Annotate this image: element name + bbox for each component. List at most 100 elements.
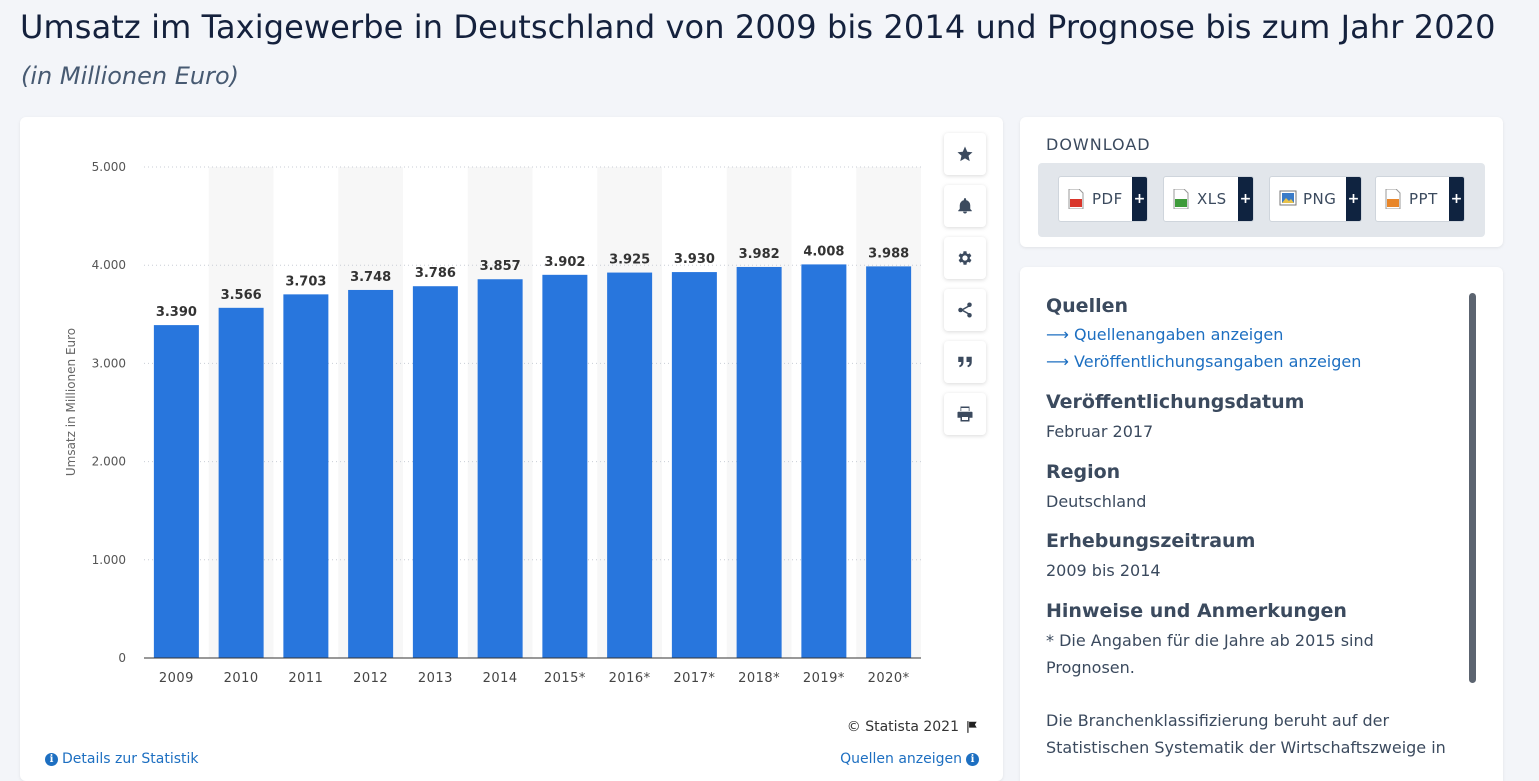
bar[interactable] bbox=[607, 272, 653, 658]
survey-period-value: 2009 bis 2014 bbox=[1046, 561, 1161, 580]
bar[interactable] bbox=[866, 266, 912, 658]
bell-icon bbox=[958, 198, 972, 214]
print-icon bbox=[957, 406, 973, 422]
x-tick-label: 2012 bbox=[353, 671, 388, 686]
settings-button[interactable] bbox=[944, 237, 986, 279]
notes-heading: Hinweise und Anmerkungen bbox=[1046, 600, 1347, 622]
download-bar: PDF + XLS + PNG + PPT + bbox=[1038, 163, 1485, 237]
download-png-label: PNG bbox=[1303, 190, 1337, 208]
data-label: 3.390 bbox=[156, 305, 197, 320]
info-icon: i bbox=[966, 752, 979, 766]
data-label: 3.988 bbox=[868, 246, 909, 261]
share-button[interactable] bbox=[944, 289, 986, 331]
bar-chart: 3.390 3.566 3.703 3.748 3.786 3.857 3.902 3.925… bbox=[64, 160, 921, 686]
x-tick-label: 2020* bbox=[868, 671, 910, 686]
quote-icon bbox=[958, 356, 972, 368]
bar[interactable] bbox=[801, 264, 847, 658]
scrollbar[interactable] bbox=[1469, 293, 1476, 683]
x-tick-label: 2018* bbox=[738, 671, 780, 686]
sources-heading: Quellen bbox=[1046, 295, 1129, 317]
arrow-right-icon: ⟶ bbox=[1046, 352, 1069, 371]
bar[interactable] bbox=[542, 274, 588, 658]
bar[interactable] bbox=[153, 325, 199, 658]
bar[interactable] bbox=[477, 279, 523, 658]
notes-text-2: Die Branchenklassifizierung beruht auf d… bbox=[1046, 711, 1446, 757]
pdf-file-icon bbox=[1068, 188, 1084, 210]
data-label: 3.857 bbox=[480, 259, 521, 274]
download-ppt-button[interactable]: PPT + bbox=[1375, 176, 1465, 222]
png-file-icon bbox=[1279, 189, 1297, 209]
y-tick-label: 2.000 bbox=[92, 455, 126, 469]
x-tick-label: 2019* bbox=[803, 671, 845, 686]
chart-card: 3.390 3.566 3.703 3.748 3.786 3.857 3.902 3.925… bbox=[20, 117, 1003, 781]
xls-file-icon bbox=[1173, 188, 1189, 210]
page-title: Umsatz im Taxigewerbe in Deutschland von… bbox=[20, 8, 1496, 46]
download-panel: DOWNLOAD PDF + XLS + PNG + P bbox=[1020, 117, 1503, 247]
x-tick-label: 2009 bbox=[159, 671, 194, 686]
bar[interactable] bbox=[218, 307, 264, 658]
x-tick-label: 2011 bbox=[288, 671, 323, 686]
info-panel: Quellen ⟶ Quellenangaben anzeigen ⟶ Verö… bbox=[1020, 267, 1503, 781]
publication-details-label: Veröffentlichungsangaben anzeigen bbox=[1074, 352, 1362, 371]
notes-text: * Die Angaben für die Jahre ab 2015 sind… bbox=[1046, 631, 1374, 677]
survey-period-heading: Erhebungszeitraum bbox=[1046, 530, 1256, 552]
page-subtitle: (in Millionen Euro) bbox=[21, 62, 240, 90]
y-tick-label: 0 bbox=[118, 651, 126, 665]
download-png-button[interactable]: PNG + bbox=[1269, 176, 1362, 222]
x-tick-label: 2010 bbox=[224, 671, 259, 686]
x-tick-label: 2015* bbox=[544, 671, 586, 686]
notification-button[interactable] bbox=[944, 185, 986, 227]
download-pdf-label: PDF bbox=[1092, 190, 1123, 208]
region-value: Deutschland bbox=[1046, 492, 1147, 511]
publication-date-value: Februar 2017 bbox=[1046, 422, 1154, 441]
sources-link-label: Quellen anzeigen bbox=[840, 751, 962, 767]
bar[interactable] bbox=[283, 294, 329, 658]
share-icon bbox=[958, 302, 972, 318]
gear-icon bbox=[958, 251, 972, 265]
download-pdf-button[interactable]: PDF + bbox=[1058, 176, 1148, 222]
bar[interactable] bbox=[736, 266, 782, 658]
flag-icon[interactable] bbox=[965, 720, 979, 734]
region-heading: Region bbox=[1046, 461, 1121, 483]
print-button[interactable] bbox=[944, 393, 986, 435]
sources-details-link[interactable]: ⟶ Quellenangaben anzeigen bbox=[1046, 325, 1283, 344]
y-tick-label: 4.000 bbox=[92, 258, 126, 272]
data-label: 3.930 bbox=[674, 252, 715, 267]
y-tick-label: 1.000 bbox=[92, 553, 126, 567]
x-tick-label: 2016* bbox=[609, 671, 651, 686]
x-tick-label: 2017* bbox=[673, 671, 715, 686]
favorite-button[interactable] bbox=[944, 133, 986, 175]
y-tick-label: 3.000 bbox=[92, 356, 126, 370]
download-xls-label: XLS bbox=[1197, 190, 1227, 208]
publication-details-link[interactable]: ⟶ Veröffentlichungsangaben anzeigen bbox=[1046, 352, 1361, 371]
y-axis-label: Umsatz in Millionen Euro bbox=[64, 328, 78, 476]
ppt-file-icon bbox=[1385, 188, 1401, 210]
download-xls-button[interactable]: XLS + bbox=[1163, 176, 1254, 222]
data-label: 3.566 bbox=[221, 288, 262, 303]
plus-icon: + bbox=[1132, 177, 1147, 221]
data-label: 3.748 bbox=[350, 270, 391, 285]
data-label: 3.982 bbox=[739, 247, 780, 262]
details-link-label: Details zur Statistik bbox=[62, 751, 199, 767]
data-label: 4.008 bbox=[803, 244, 844, 259]
bar[interactable] bbox=[348, 289, 394, 658]
cite-button[interactable] bbox=[944, 341, 986, 383]
bar[interactable] bbox=[412, 286, 458, 658]
data-label: 3.703 bbox=[285, 274, 326, 289]
copyright-text: © Statista 2021 bbox=[846, 719, 959, 735]
bar[interactable] bbox=[671, 272, 717, 658]
x-tick-label: 2013 bbox=[418, 671, 453, 686]
sources-link[interactable]: Quellen anzeigen i bbox=[840, 751, 979, 767]
info-icon: i bbox=[45, 752, 58, 766]
download-ppt-label: PPT bbox=[1409, 190, 1438, 208]
plus-icon: + bbox=[1238, 177, 1253, 221]
data-label: 3.786 bbox=[415, 266, 456, 281]
data-label: 3.925 bbox=[609, 253, 650, 268]
plus-icon: + bbox=[1346, 177, 1361, 221]
details-link[interactable]: i Details zur Statistik bbox=[45, 751, 199, 767]
data-label: 3.902 bbox=[544, 255, 585, 270]
star-icon bbox=[957, 146, 973, 162]
sources-details-label: Quellenangaben anzeigen bbox=[1074, 325, 1284, 344]
download-title: DOWNLOAD bbox=[1046, 135, 1151, 154]
x-tick-label: 2014 bbox=[483, 671, 518, 686]
